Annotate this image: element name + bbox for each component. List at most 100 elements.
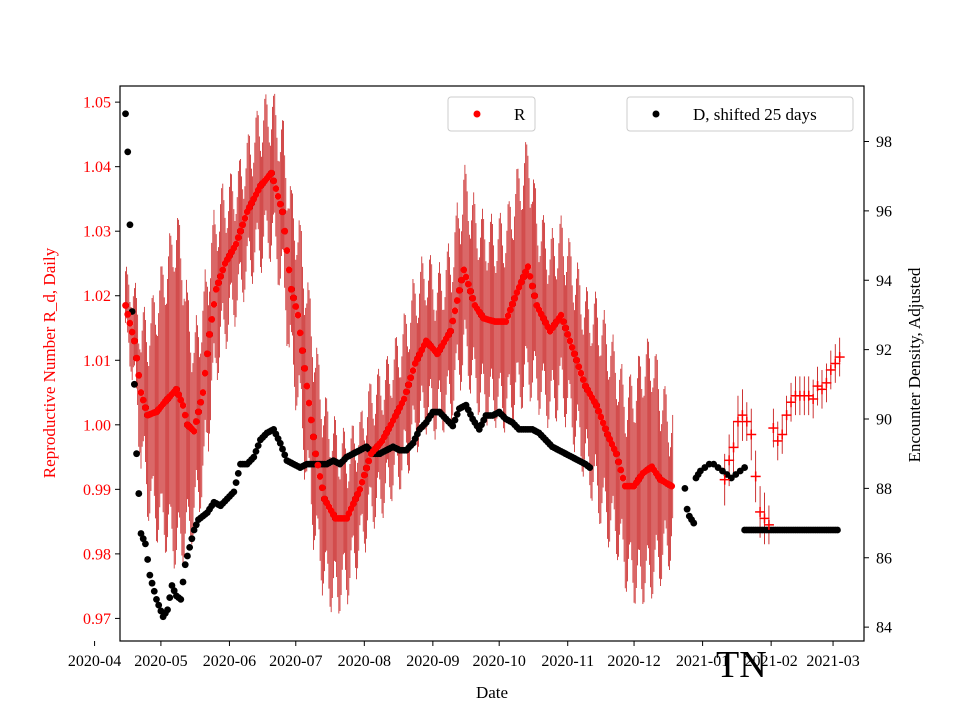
right-y-tick-label: 94 <box>876 273 892 290</box>
r-point <box>276 200 284 208</box>
r-point <box>451 307 459 315</box>
r-point <box>195 408 202 416</box>
d-point <box>126 221 134 229</box>
d-point <box>254 442 262 449</box>
r-point <box>175 391 182 399</box>
r-point <box>568 343 576 351</box>
r-late-series <box>719 352 845 530</box>
r-point <box>447 327 454 335</box>
r-point <box>294 311 302 319</box>
d-point <box>155 601 163 609</box>
r-point <box>303 382 311 390</box>
r-point <box>241 214 249 222</box>
r-point <box>617 466 625 474</box>
d-point <box>184 552 191 560</box>
r-point <box>274 192 282 200</box>
r-point <box>130 337 138 345</box>
d-point <box>181 561 189 569</box>
r-point <box>502 318 510 325</box>
d-point <box>234 469 242 477</box>
x-tick-label: 2021-03 <box>806 653 859 670</box>
d-point <box>168 582 176 589</box>
r-point <box>462 273 470 281</box>
d-point <box>135 490 143 497</box>
r-point <box>513 289 521 296</box>
r-point <box>201 369 209 377</box>
r-point <box>199 389 207 396</box>
d-point <box>232 479 240 486</box>
r-point <box>449 317 457 325</box>
r-point <box>214 279 222 287</box>
x-tick-label: 2020-08 <box>338 653 391 670</box>
d-point <box>124 148 132 156</box>
d-point <box>250 453 258 461</box>
x-tick-label: 2020-05 <box>134 653 187 670</box>
r-point <box>573 356 580 364</box>
r-point <box>356 485 364 493</box>
r-point <box>139 396 147 404</box>
r-point <box>285 266 293 274</box>
d-point <box>683 505 691 513</box>
x-axis-title: Date <box>476 683 508 702</box>
d-point <box>451 416 459 424</box>
r-point <box>504 312 512 320</box>
d-point <box>192 521 200 529</box>
r-point <box>210 300 218 308</box>
d-point <box>453 410 461 418</box>
right-y-axis-ticks: 84 86 88 90 92 94 96 98 <box>864 134 892 637</box>
r-point <box>464 280 472 288</box>
r-point <box>268 169 275 177</box>
r-point <box>579 376 587 384</box>
r-point <box>577 369 585 377</box>
d-point <box>681 484 689 492</box>
r-point <box>316 473 324 480</box>
d-point <box>170 587 178 595</box>
d-point <box>252 447 260 455</box>
right-y-tick-label: 98 <box>876 134 892 151</box>
r-point <box>318 484 326 492</box>
r-point <box>409 367 417 374</box>
r-point <box>557 311 565 319</box>
r-point <box>531 292 538 300</box>
legend-d: D, shifted 25 days <box>626 96 854 132</box>
d-point <box>133 450 140 458</box>
r-point <box>524 263 532 271</box>
r-point <box>601 425 609 433</box>
d-point <box>188 535 196 543</box>
r-point <box>593 402 600 409</box>
left-y-tick-label: 0.98 <box>83 546 111 563</box>
d-point <box>179 578 187 586</box>
left-y-axis-ticks: 0.97 0.98 0.99 1.00 1.01 1.02 1.03 1.04 1.05 <box>83 95 120 628</box>
legend-r-box <box>447 96 536 132</box>
legend-r-marker <box>473 110 481 118</box>
left-y-tick-label: 1.03 <box>83 224 111 241</box>
left-y-tick-label: 1.02 <box>83 288 111 305</box>
r-point <box>292 303 300 310</box>
legend-d-label: D, shifted 25 days <box>693 105 817 124</box>
r-point <box>400 395 408 403</box>
d-point <box>276 439 284 447</box>
d-point <box>449 422 457 430</box>
r-point <box>177 396 185 404</box>
r-errorbars <box>125 93 841 614</box>
x-tick-label: 2020-12 <box>607 653 660 670</box>
x-tick-label: 2020-10 <box>473 653 526 670</box>
d-point <box>142 540 149 548</box>
r-point <box>358 478 366 486</box>
r-point <box>453 297 461 304</box>
r-point <box>526 272 534 280</box>
r-point <box>217 272 225 280</box>
r-point <box>296 329 304 337</box>
r-point <box>360 471 368 479</box>
r-point <box>570 350 578 358</box>
left-y-tick-label: 1.01 <box>83 353 111 370</box>
d-point <box>144 556 152 563</box>
d-point <box>137 530 145 537</box>
d-point <box>164 606 171 614</box>
d-point <box>281 451 289 459</box>
r-point <box>615 458 622 466</box>
r-point <box>407 374 415 382</box>
x-tick-label: 2021-02 <box>744 653 797 670</box>
r-point <box>460 266 468 274</box>
